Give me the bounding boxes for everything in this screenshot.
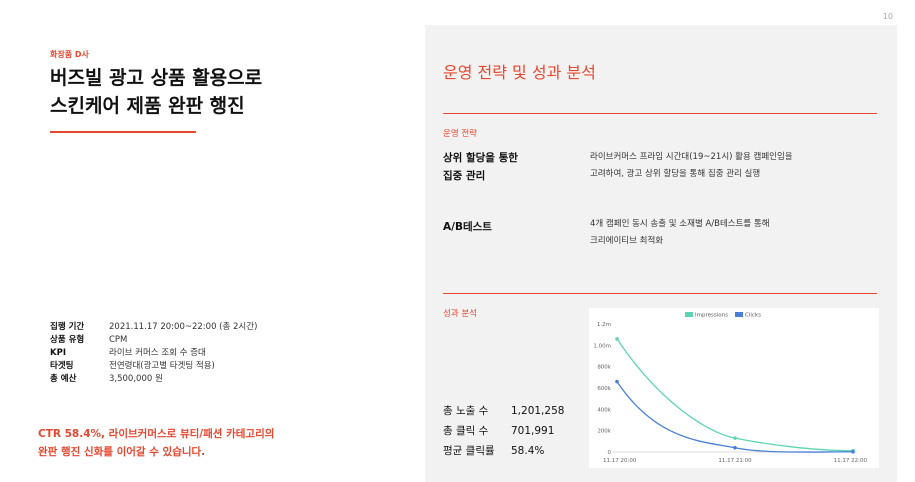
line-chart: 0 200k 400k 600k 800k 1.00m 1.2m 11.17 20:00 11.… bbox=[589, 308, 879, 468]
x-tick-label: 11.17 20:00 bbox=[603, 458, 637, 464]
strategy-desc-line: 라이브커머스 프라임 시간대(19~21시) 활용 캠페인임을 bbox=[590, 152, 793, 162]
stat-label: 총 노출 수 bbox=[443, 405, 489, 417]
client-label: 화장품 D사 bbox=[50, 50, 89, 59]
campaign-info: 집행 기간 2021.11.17 20:00~22:00 (총 2시간) 상품 유… bbox=[50, 321, 257, 386]
stat-value: 1,201,258 bbox=[511, 405, 565, 417]
data-point bbox=[733, 436, 737, 440]
info-value: 라이브 커머스 조회 수 증대 bbox=[109, 348, 206, 358]
y-tick-label: 0 bbox=[608, 450, 612, 456]
info-key: 상품 유형 bbox=[50, 335, 85, 345]
info-value: 3,500,000 원 bbox=[109, 374, 163, 384]
legend-swatch bbox=[685, 312, 693, 317]
legend-swatch bbox=[735, 312, 743, 317]
title-line-2: 스킨케어 제품 완판 행진 bbox=[50, 95, 245, 117]
info-value: 전연령대(광고별 타겟팅 적용) bbox=[109, 361, 215, 371]
stat-label: 총 클릭 수 bbox=[443, 425, 489, 437]
performance-label: 성과 분석 bbox=[443, 309, 477, 319]
info-key: 집행 기간 bbox=[50, 322, 85, 332]
info-row: 총 예산 3,500,000 원 bbox=[50, 373, 257, 386]
stat-value: 701,991 bbox=[511, 425, 555, 437]
y-tick-label: 200k bbox=[597, 429, 611, 435]
info-row: KPI 라이브 커머스 조회 수 증대 bbox=[50, 347, 257, 360]
strategy-desc-1: 라이브커머스 프라임 시간대(19~21시) 활용 캠페인임을 고려하여, 광고… bbox=[590, 149, 793, 183]
strategy-desc-2: 4개 캠페인 동시 송출 및 소재별 A/B테스트를 통해 크리에이티브 최적화 bbox=[590, 216, 770, 250]
stat-label: 평균 클릭률 bbox=[443, 445, 495, 457]
data-point bbox=[615, 337, 619, 341]
strategy-desc-line: 4개 캠페인 동시 송출 및 소재별 A/B테스트를 통해 bbox=[590, 219, 770, 229]
y-tick-label: 800k bbox=[597, 365, 611, 371]
strategy-label: 운영 전략 bbox=[443, 129, 477, 139]
info-key: KPI bbox=[50, 348, 66, 358]
strategy-desc-line: 고려하여, 광고 상위 할당을 통해 집중 관리 실행 bbox=[590, 169, 761, 179]
summary-text: CTR 58.4%, 라이브커머스로 뷰티/패션 카테고리의 완판 행진 신화를… bbox=[38, 425, 274, 461]
info-row: 집행 기간 2021.11.17 20:00~22:00 (총 2시간) bbox=[50, 321, 257, 334]
strategy-title-line: 집중 관리 bbox=[443, 170, 486, 182]
stat-value: 58.4% bbox=[511, 445, 545, 457]
summary-line-2: 완판 행진 신화를 이어갈 수 있습니다. bbox=[38, 446, 206, 458]
y-tick-label: 1.00m bbox=[593, 343, 611, 349]
right-panel: 운영 전략 및 성과 분석 운영 전략 상위 할당을 통한 집중 관리 라이브커… bbox=[425, 25, 897, 482]
info-value: 2021.11.17 20:00~22:00 (총 2시간) bbox=[109, 322, 258, 332]
x-tick-label: 11.17 21:00 bbox=[718, 458, 752, 464]
y-tick-label: 400k bbox=[597, 407, 611, 413]
series-line-impressions bbox=[616, 338, 854, 452]
section-divider bbox=[443, 293, 877, 294]
strategy-title-line: 상위 할당을 통한 bbox=[443, 152, 518, 164]
title-underline bbox=[50, 131, 196, 133]
series-line-clicks bbox=[616, 381, 854, 453]
info-key: 총 예산 bbox=[50, 374, 77, 384]
legend-label: Impressions bbox=[695, 313, 728, 319]
stat-row: 총 클릭 수 701,991 bbox=[443, 421, 564, 441]
info-row: 상품 유형 CPM bbox=[50, 334, 257, 347]
stat-row: 총 노출 수 1,201,258 bbox=[443, 401, 564, 421]
data-point bbox=[851, 449, 855, 454]
legend-label: Clicks bbox=[745, 313, 761, 319]
page-number: 10 bbox=[882, 12, 893, 21]
title-line-1: 버즈빌 광고 상품 활용으로 bbox=[50, 67, 263, 89]
stats-list: 총 노출 수 1,201,258 총 클릭 수 701,991 평균 클릭률 58.4… bbox=[443, 401, 564, 461]
strategy-title-line: A/B테스트 bbox=[443, 221, 492, 233]
left-panel: 화장품 D사 버즈빌 광고 상품 활용으로 스킨케어 제품 완판 행진 집행 기… bbox=[0, 0, 425, 482]
page-title: 버즈빌 광고 상품 활용으로 스킨케어 제품 완판 행진 bbox=[50, 64, 262, 120]
data-point bbox=[733, 445, 737, 450]
info-key: 타겟팅 bbox=[50, 361, 74, 371]
strategy-desc-line: 크리에이티브 최적화 bbox=[590, 236, 664, 246]
strategy-title-1: 상위 할당을 통한 집중 관리 bbox=[443, 149, 518, 185]
stat-row: 평균 클릭률 58.4% bbox=[443, 441, 564, 461]
y-tick-label: 600k bbox=[597, 386, 611, 392]
section-divider bbox=[443, 113, 877, 114]
x-tick-label: 11.17 22:00 bbox=[834, 458, 868, 464]
info-row: 타겟팅 전연령대(광고별 타겟팅 적용) bbox=[50, 360, 257, 373]
data-point bbox=[615, 379, 619, 384]
info-value: CPM bbox=[109, 335, 128, 345]
summary-line-1: CTR 58.4%, 라이브커머스로 뷰티/패션 카테고리의 bbox=[38, 428, 275, 440]
y-tick-label: 1.2m bbox=[597, 322, 611, 328]
section-title: 운영 전략 및 성과 분석 bbox=[443, 63, 596, 82]
strategy-title-2: A/B테스트 bbox=[443, 218, 492, 236]
chart-svg: 0 200k 400k 600k 800k 1.00m 1.2m 11.17 20:00 11.… bbox=[593, 312, 868, 464]
